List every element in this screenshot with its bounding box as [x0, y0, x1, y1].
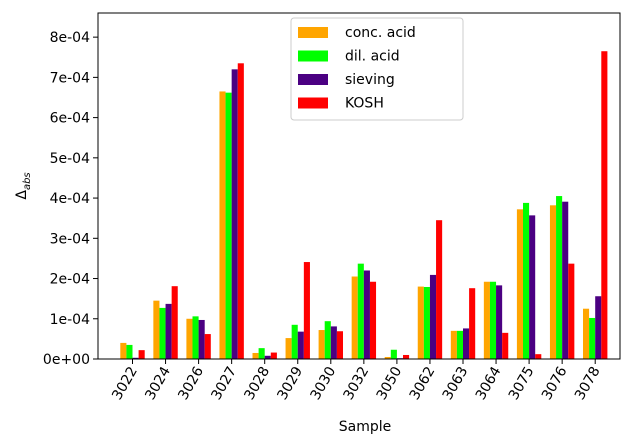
- bar-dil-acid-3063: [456, 330, 463, 359]
- legend: conc. acid dil. acid sieving KOSH: [290, 17, 464, 121]
- bar-sieving-3030: [330, 326, 337, 359]
- bar-dil-acid-3026: [192, 316, 199, 359]
- legend-swatch-dil-acid: [298, 50, 328, 62]
- legend-label: KOSH: [345, 96, 384, 112]
- y-tick-label: 6e-04: [50, 111, 90, 127]
- bar-dil-acid-3028: [258, 348, 265, 359]
- bar-kosh-3027: [237, 63, 244, 359]
- bar-conc-acid-3075: [516, 209, 523, 359]
- bar-kosh-3075: [535, 354, 542, 359]
- bar-dil-acid-3050: [390, 349, 397, 359]
- y-tick-label: 2e-04: [50, 272, 90, 288]
- y-axis-label-main: Δ: [14, 190, 30, 200]
- bar-kosh-3022: [138, 350, 145, 359]
- bar-kosh-3063: [469, 288, 476, 359]
- legend-label: dil. acid: [345, 49, 400, 65]
- bar-dil-acid-3029: [291, 324, 298, 359]
- bar-dil-acid-3064: [489, 281, 497, 359]
- bar-conc-acid-3024: [153, 300, 160, 359]
- bar-kosh-3062: [436, 220, 443, 359]
- bar-sieving-3062: [429, 274, 437, 359]
- bar-sieving-3076: [562, 201, 569, 359]
- x-axis-label: Sample: [339, 419, 392, 435]
- bar-sieving-3063: [463, 328, 470, 359]
- bar-dil-acid-3024: [159, 307, 166, 359]
- bar-dil-acid-3078: [589, 317, 596, 359]
- bar-conc-acid-3026: [186, 318, 193, 359]
- bar-sieving-3028: [264, 355, 271, 359]
- bar-conc-acid-3050: [384, 356, 391, 359]
- legend-swatch-kosh: [298, 97, 328, 109]
- bar-kosh-3032: [369, 281, 377, 359]
- bar-dil-acid-3062: [423, 286, 430, 359]
- bar-sieving-3064: [496, 285, 503, 359]
- bar-kosh-3078: [601, 51, 608, 359]
- bar-kosh-3050: [403, 354, 410, 359]
- bar-sieving-3032: [363, 270, 370, 359]
- bar-sieving-3022: [132, 357, 139, 359]
- bar-dil-acid-3027: [225, 92, 232, 359]
- bar-conc-acid-3078: [583, 308, 590, 359]
- plot-frame: [97, 12, 621, 360]
- bar-sieving-3026: [198, 319, 205, 359]
- bar-conc-acid-3028: [252, 352, 259, 359]
- y-axis-label-subscript: abs: [22, 172, 33, 190]
- bar-conc-acid-3027: [219, 91, 226, 359]
- y-tick-label: 1e-04: [50, 312, 90, 328]
- bar-kosh-3029: [303, 262, 310, 359]
- bar-kosh-3026: [204, 334, 211, 359]
- legend-label: sieving: [345, 72, 395, 88]
- bar-conc-acid-3032: [351, 276, 358, 359]
- bar-kosh-3076: [568, 263, 575, 359]
- bar-dil-acid-3032: [357, 263, 364, 359]
- bar-dil-acid-3030: [324, 321, 331, 359]
- bar-conc-acid-3076: [549, 205, 557, 359]
- bar-conc-acid-3029: [285, 338, 292, 359]
- y-tick-label: 7e-04: [50, 70, 90, 86]
- y-tick-label: 4e-04: [50, 191, 90, 207]
- y-tick-label: 8e-04: [50, 30, 90, 46]
- y-axis-label: Δabs: [14, 172, 33, 199]
- bar-conc-acid-3063: [450, 330, 457, 359]
- bar-sieving-3029: [297, 331, 304, 359]
- bar-dil-acid-3022: [126, 344, 133, 359]
- bar-conc-acid-3030: [318, 330, 325, 359]
- bar-dil-acid-3076: [556, 196, 563, 359]
- legend-swatch-conc-acid: [298, 27, 328, 38]
- bar-kosh-3064: [502, 332, 509, 359]
- bar-conc-acid-3022: [120, 342, 127, 359]
- bar-sieving-3075: [529, 215, 536, 359]
- legend-frame: [290, 17, 464, 121]
- y-tick-label: 3e-04: [50, 231, 90, 247]
- legend-swatch-sieving: [298, 74, 328, 85]
- bar-sieving-3024: [165, 303, 172, 359]
- y-tick-label: 0e+00: [43, 352, 90, 368]
- bar-kosh-3028: [270, 352, 277, 359]
- bar-conc-acid-3062: [417, 286, 424, 359]
- y-tick-label: 5e-04: [50, 151, 90, 167]
- bar-sieving-3027: [231, 69, 238, 359]
- y-axis: 0e+00 1e-04 2e-04 3e-04 4e-04 5e-04 6e-04 7e-04…: [43, 30, 98, 368]
- bar-kosh-3024: [171, 286, 178, 359]
- bar-sieving-3078: [595, 296, 602, 359]
- bar-kosh-3030: [336, 331, 343, 359]
- bars-layer: [120, 51, 608, 359]
- bar-conc-acid-3064: [483, 281, 490, 359]
- legend-label: conc. acid: [345, 25, 416, 41]
- bar-dil-acid-3075: [523, 202, 530, 359]
